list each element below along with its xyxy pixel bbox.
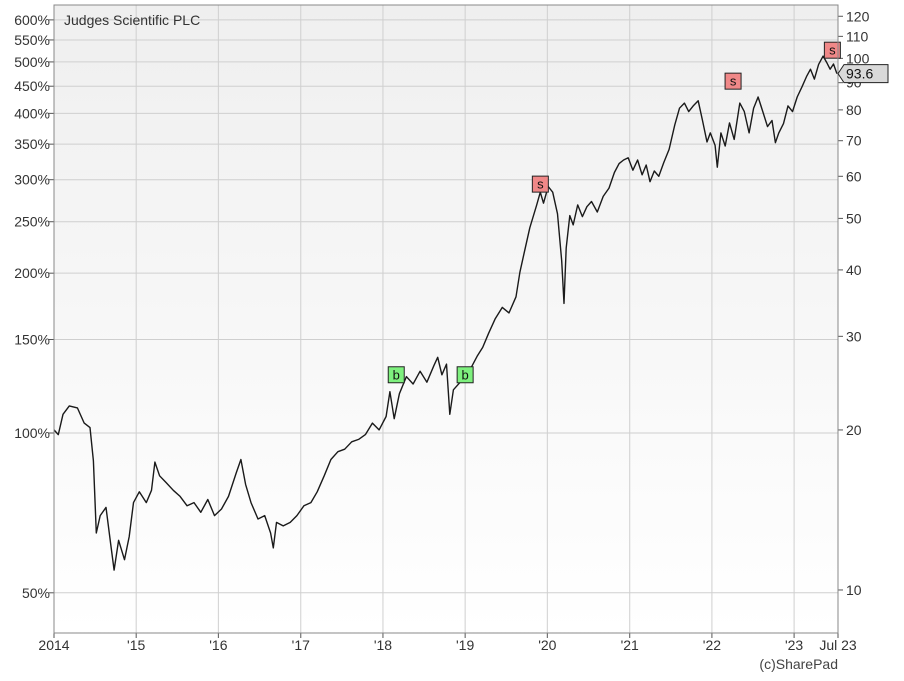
x-tick-label: 2014 [38,637,69,653]
x-tick-label: '15 [127,637,145,653]
left-axis: 50% 100% 150% 200% 250% 300% 350% 400% 450% 500% 5… [14,5,55,633]
left-tick-label: 350% [14,136,50,152]
gridlines [54,5,838,633]
right-tick-label: 40 [846,262,862,278]
plot-area [54,5,838,633]
right-axis: 102030405060708090100110120 [837,5,870,633]
left-tick-label: 500% [14,54,50,70]
right-tick-label: 60 [846,168,862,184]
marker-label: s [537,177,544,192]
left-tick-label: 600% [14,12,50,28]
sell-marker: s [531,175,549,193]
left-tick-label: 100% [14,425,50,441]
series-layer [53,55,838,571]
left-tick-label: 550% [14,32,50,48]
right-tick-label: 70 [846,133,862,149]
buy-marker: b [387,366,405,384]
x-tick-label: '18 [374,637,392,653]
current-price-tag: 93.6 [837,64,889,84]
sell-marker: s [724,72,742,90]
x-tick-label: '23 [785,637,803,653]
x-tick-label: Jul 23 [819,637,857,653]
right-tick-label: 120 [846,8,870,24]
right-tick-label: 80 [846,102,862,118]
plot-frame [53,4,839,634]
marker-box [531,175,549,193]
source-credit: (c)SharePad [759,656,838,672]
left-tick-label: 150% [14,332,50,348]
right-tick-label: 30 [846,328,862,344]
x-tick-label: '22 [703,637,721,653]
right-tick-label: 100 [846,50,870,66]
right-tick-label: 50 [846,210,862,226]
current-price-label: 93.6 [846,66,873,82]
x-tick-label: '19 [456,637,474,653]
x-tick-label: '21 [621,637,639,653]
left-tick-label: 300% [14,172,50,188]
x-tick-label: '16 [209,637,227,653]
left-tick-label: 50% [22,585,50,601]
current-price-tag-shape [837,64,889,84]
marker-label: b [393,367,400,382]
x-tick-label: '17 [292,637,310,653]
sell-marker: s [823,41,841,59]
left-tick-label: 250% [14,214,50,230]
price-line [53,55,838,571]
buy-marker: b [456,366,474,384]
marker-box [724,72,742,90]
chart-title: Judges Scientific PLC [64,12,200,28]
marker-box [387,366,405,384]
marker-box [823,41,841,59]
trade-markers: b b s s s [387,41,841,384]
left-tick-label: 400% [14,105,50,121]
right-tick-label: 20 [846,422,862,438]
x-axis: 2014 '15 '16 '17 '18 '19 '20 '21 '22 '23 Jul 23 [38,632,857,653]
left-tick-label: 200% [14,265,50,281]
marker-label: s [829,43,836,58]
right-tick-label: 10 [846,582,862,598]
marker-box [456,366,474,384]
x-tick-label: '20 [538,637,556,653]
left-tick-label: 450% [14,78,50,94]
right-tick-label: 110 [846,28,869,44]
marker-label: b [462,367,469,382]
marker-label: s [730,74,737,89]
